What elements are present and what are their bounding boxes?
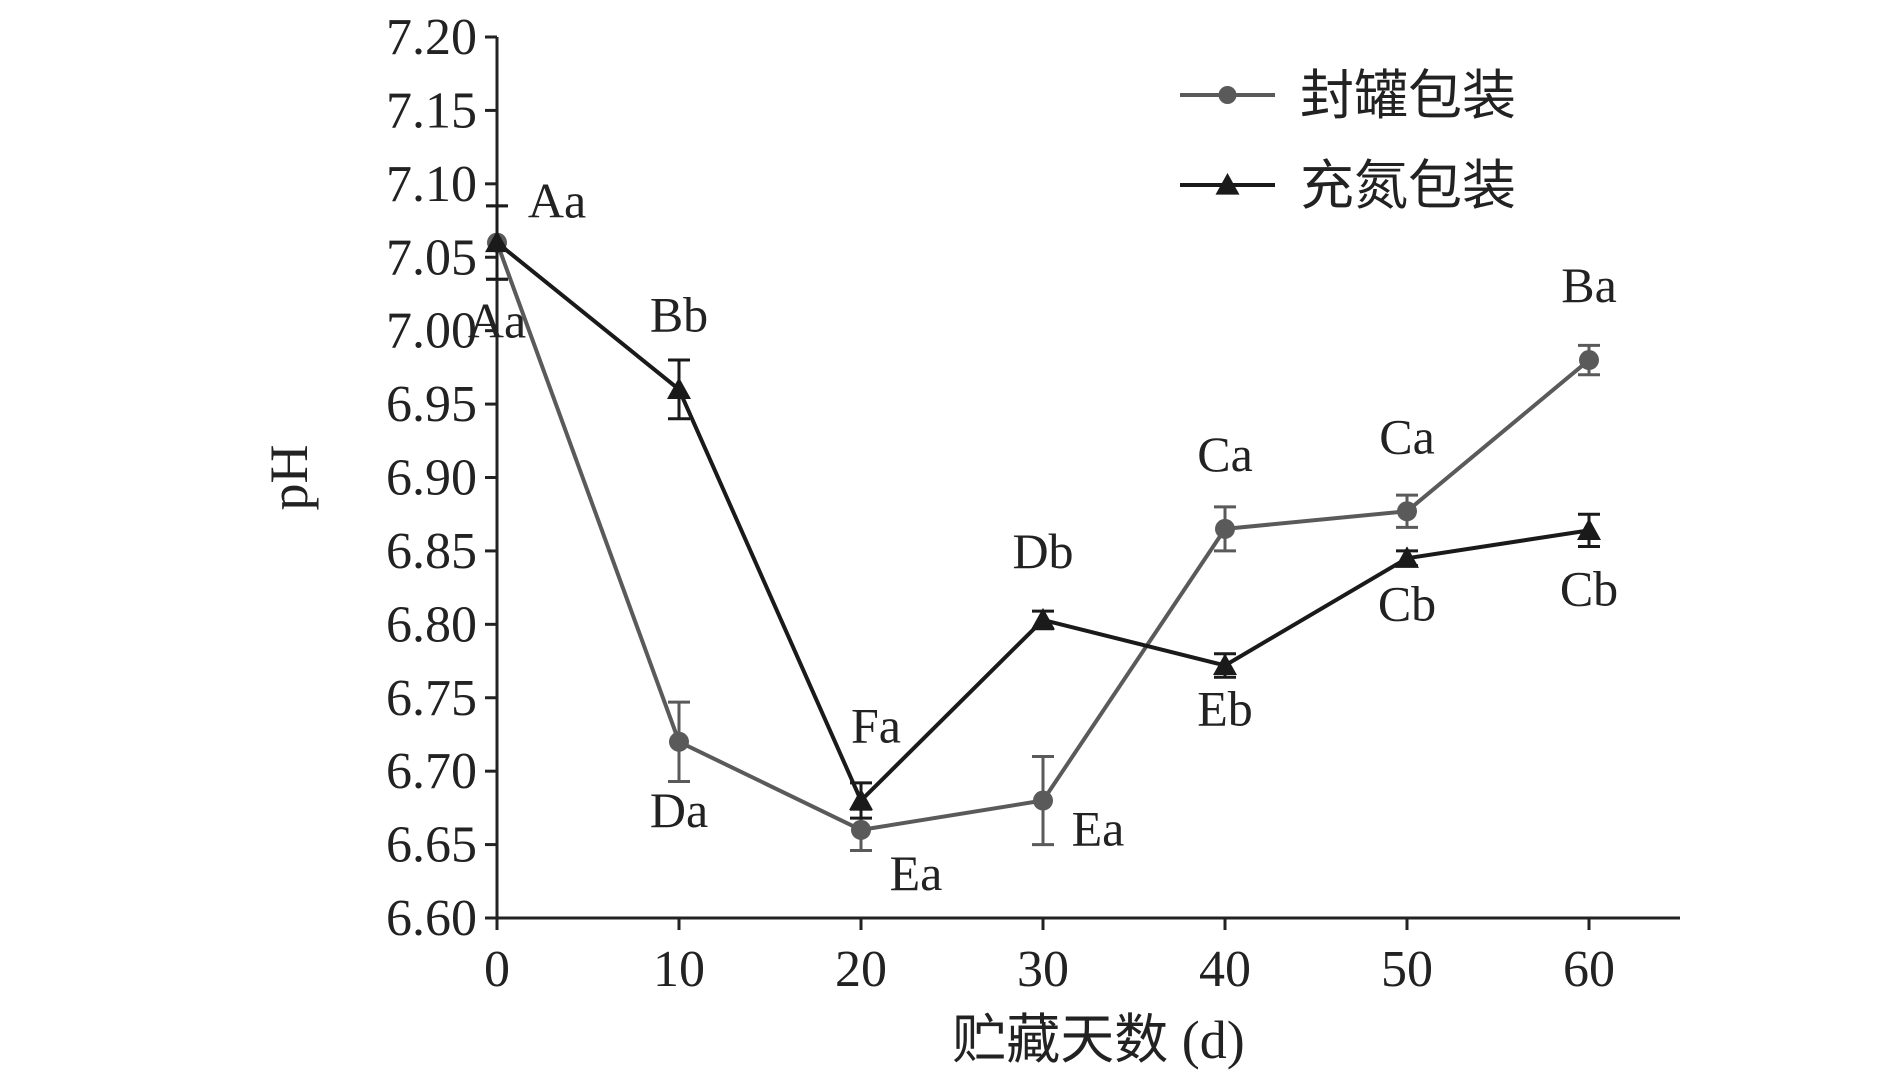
data-label: Bb [650, 286, 708, 342]
x-tick-label: 60 [1563, 941, 1615, 998]
data-label: Ea [890, 845, 943, 901]
data-label: Aa [528, 173, 586, 229]
series-nitrogen: Aa Bb Fa Db Eb Cb Cb [485, 173, 1618, 820]
y-tick-label: 6.90 [386, 450, 477, 507]
data-point-triangle [1213, 653, 1237, 676]
data-label: Cb [1560, 560, 1618, 616]
data-point-triangle [485, 230, 509, 253]
data-label: Da [650, 782, 708, 838]
legend-item-sealed: 封罐包装 [1180, 66, 1516, 126]
data-label: Ca [1379, 408, 1435, 464]
data-label: Fa [851, 698, 901, 754]
series-sealed: Aa Da Ea Ea Ca Ca Ba [468, 204, 1617, 901]
y-tick-label: 7.05 [386, 229, 477, 286]
legend-label-nitrogen: 充氮包装 [1300, 156, 1516, 216]
y-axis-title: pH [259, 445, 319, 511]
data-label: Ea [1072, 801, 1125, 857]
legend-item-nitrogen: 充氮包装 [1180, 156, 1516, 216]
x-tick-label: 40 [1199, 941, 1251, 998]
x-tick-label: 20 [835, 941, 887, 998]
y-tick-label: 6.70 [386, 743, 477, 800]
y-tick-label: 6.80 [386, 596, 477, 653]
legend-marker-circle [1218, 86, 1237, 104]
data-label: Cb [1378, 575, 1436, 631]
y-tick-label: 6.85 [386, 523, 477, 580]
data-point-triangle [1395, 546, 1419, 568]
series-layer: Aa Da Ea Ea Ca Ca Ba Aa Bb Fa Db Eb Cb Cb [468, 173, 1618, 901]
y-tick-label: 7.00 [386, 303, 477, 360]
data-point-circle [1215, 518, 1235, 539]
data-label: Db [1012, 523, 1073, 579]
x-axis-title: 贮藏天数 (d) [952, 1010, 1244, 1070]
data-point-triangle [1577, 518, 1601, 540]
data-point-circle [1579, 350, 1599, 371]
data-point-triangle [849, 788, 873, 811]
y-tick-label: 6.95 [386, 376, 477, 433]
y-tick-label: 6.60 [386, 890, 477, 947]
y-tick-label: 6.75 [386, 670, 477, 727]
data-label: Eb [1197, 680, 1253, 736]
x-tick-label: 30 [1017, 941, 1069, 998]
x-axis-ticks: 0 10 20 30 40 50 60 [484, 918, 1615, 998]
data-label: Ba [1561, 257, 1617, 313]
data-point-triangle [667, 377, 691, 399]
x-tick-label: 0 [484, 941, 510, 998]
legend-marker-triangle [1215, 173, 1240, 195]
data-point-circle [1033, 790, 1053, 811]
y-tick-label: 7.15 [386, 82, 477, 139]
y-axis-ticks: 6.60 6.65 6.70 6.75 6.80 6.85 6.90 6.95 7.00 7.05… [386, 9, 497, 947]
legend-label-sealed: 封罐包装 [1300, 66, 1516, 126]
y-tick-label: 7.20 [386, 9, 477, 66]
legend: 封罐包装 充氮包装 [1180, 66, 1516, 216]
data-point-circle [1397, 501, 1417, 522]
data-point-circle [669, 731, 689, 752]
x-tick-label: 10 [653, 941, 705, 998]
y-tick-label: 6.65 [386, 817, 477, 874]
x-tick-label: 50 [1381, 941, 1433, 998]
data-label: Aa [468, 293, 526, 349]
data-point-triangle [1031, 607, 1055, 630]
data-point-circle [851, 819, 871, 840]
y-tick-label: 7.10 [386, 156, 477, 213]
axes: 6.60 6.65 6.70 6.75 6.80 6.85 6.90 6.95 7.00 7.05… [259, 9, 1680, 1070]
data-label: Ca [1197, 426, 1253, 482]
